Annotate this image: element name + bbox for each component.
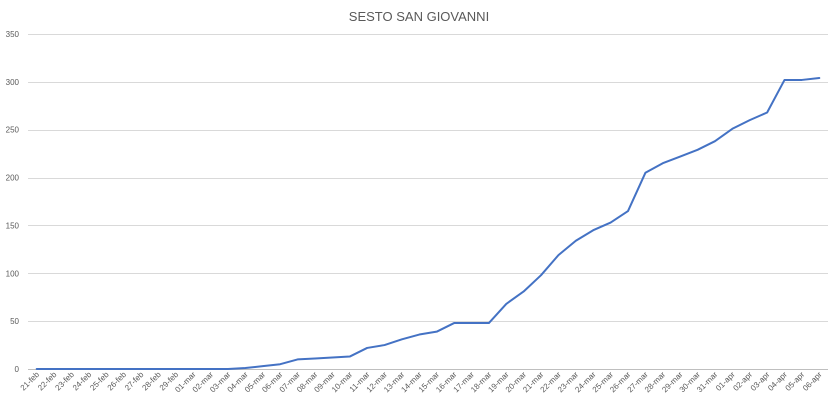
data-point	[818, 77, 820, 79]
data-point	[122, 368, 124, 370]
data-point	[314, 357, 316, 359]
data-point	[279, 363, 281, 365]
y-tick-label: 100	[6, 269, 20, 278]
data-point	[540, 274, 542, 276]
data-point	[592, 229, 594, 231]
data-point	[157, 368, 159, 370]
data-point	[296, 358, 298, 360]
data-point	[505, 303, 507, 305]
data-point	[488, 322, 490, 324]
data-point	[783, 79, 785, 81]
series-line-layer	[35, 77, 821, 370]
x-axis-ticks: 21-feb22-feb23-feb24-feb25-feb26-feb27-f…	[19, 370, 824, 395]
y-tick-label: 250	[6, 126, 20, 135]
data-point	[731, 128, 733, 130]
chart-title: SESTO SAN GIOVANNI	[349, 9, 489, 24]
y-tick-label: 50	[10, 317, 19, 326]
data-point	[453, 322, 455, 324]
y-axis-ticks: 0 50 100 150 200 250 300 350	[6, 30, 20, 374]
data-point	[418, 333, 420, 335]
data-point	[435, 330, 437, 332]
y-tick-label: 150	[6, 221, 20, 230]
data-point	[627, 210, 629, 212]
y-tick-label: 200	[6, 174, 20, 183]
gridlines	[28, 34, 828, 370]
x-tick-label: 06-apr	[801, 370, 824, 393]
data-point	[401, 338, 403, 340]
data-point	[383, 344, 385, 346]
data-point	[801, 79, 803, 81]
data-point	[662, 162, 664, 164]
data-point	[714, 140, 716, 142]
data-point	[679, 155, 681, 157]
data-point	[70, 368, 72, 370]
data-point	[140, 368, 142, 370]
y-tick-label: 0	[15, 365, 20, 374]
data-point	[192, 368, 194, 370]
y-tick-label: 350	[6, 30, 20, 39]
data-point	[209, 368, 211, 370]
data-point	[749, 119, 751, 121]
data-point	[557, 254, 559, 256]
data-point	[105, 368, 107, 370]
data-point	[227, 368, 229, 370]
data-point	[470, 322, 472, 324]
data-point	[175, 368, 177, 370]
data-point	[522, 290, 524, 292]
data-point	[609, 221, 611, 223]
data-point	[366, 347, 368, 349]
data-point	[766, 111, 768, 113]
data-point	[35, 368, 37, 370]
data-point	[644, 172, 646, 174]
series-line	[35, 77, 821, 370]
y-tick-label: 300	[6, 78, 20, 87]
data-point	[262, 365, 264, 367]
data-point	[575, 240, 577, 242]
data-point	[53, 368, 55, 370]
data-point	[244, 367, 246, 369]
data-point	[349, 355, 351, 357]
data-point	[88, 368, 90, 370]
data-point	[331, 356, 333, 358]
data-point	[696, 149, 698, 151]
